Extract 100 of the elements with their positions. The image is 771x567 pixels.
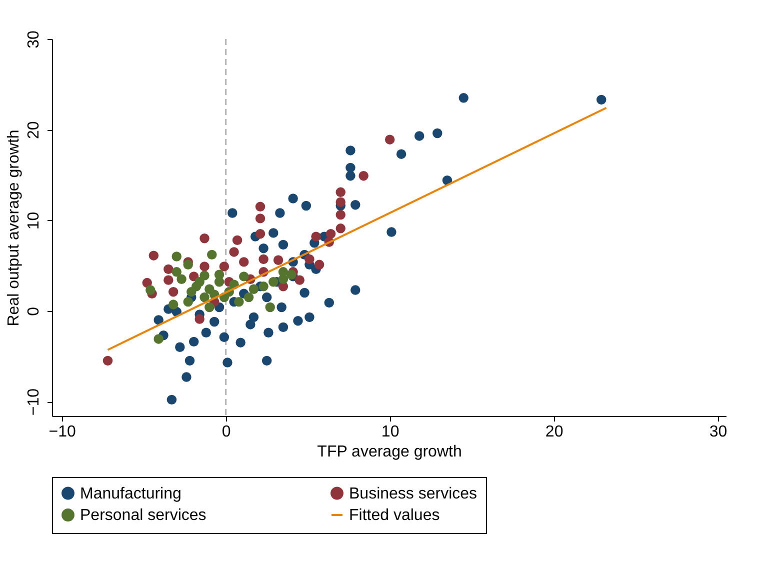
point: [172, 252, 182, 262]
point: [276, 302, 286, 312]
point: [324, 298, 334, 308]
point: [182, 372, 192, 382]
point: [255, 214, 266, 224]
point: [183, 296, 193, 307]
point: [314, 260, 324, 270]
point: [258, 282, 268, 292]
point: [102, 356, 113, 366]
point: [229, 247, 239, 257]
point: [275, 208, 285, 218]
point: [350, 285, 360, 295]
point: [336, 197, 346, 207]
point: [148, 250, 159, 260]
point: [336, 187, 346, 198]
point: [396, 149, 406, 159]
point: [300, 288, 310, 298]
point: [268, 277, 278, 287]
point: [200, 234, 210, 244]
point: [238, 257, 249, 267]
y-tick-label: 30: [26, 30, 42, 48]
point: [304, 312, 314, 322]
point: [244, 292, 254, 302]
point: [183, 260, 193, 270]
point: [201, 328, 212, 338]
point: [172, 267, 182, 277]
point: [346, 162, 356, 173]
point: [154, 334, 164, 344]
point: [258, 254, 268, 264]
point: [228, 208, 238, 218]
point: [596, 94, 606, 105]
point: [194, 277, 204, 287]
point: [326, 228, 336, 239]
point: [350, 200, 360, 210]
point: [346, 146, 356, 156]
point: [236, 338, 246, 348]
point: [336, 210, 346, 220]
point: [358, 170, 368, 181]
x-tick-label: 0: [222, 424, 231, 440]
point: [262, 292, 272, 302]
legend-label: Manufacturing: [80, 485, 182, 502]
point: [248, 312, 259, 322]
y-tick-label: 10: [26, 212, 42, 230]
x-tick-label: 30: [709, 424, 728, 440]
point: [268, 228, 278, 238]
point: [248, 284, 259, 294]
point: [234, 296, 244, 307]
point: [200, 270, 210, 280]
point: [194, 314, 204, 324]
point: [265, 302, 275, 312]
point: [278, 322, 288, 332]
point: [188, 336, 199, 347]
y-tick-label: −10: [26, 388, 42, 416]
point: [176, 274, 186, 284]
point: [142, 278, 152, 288]
point: [278, 267, 288, 277]
point: [301, 200, 312, 211]
point: [232, 235, 242, 246]
point: [288, 194, 298, 204]
point: [294, 275, 304, 285]
point: [219, 332, 230, 342]
point: [414, 131, 424, 141]
point: [238, 272, 249, 282]
point: [258, 243, 268, 254]
point: [200, 262, 210, 272]
legend-label: Business services: [349, 485, 478, 502]
point: [255, 202, 266, 212]
point: [186, 286, 196, 297]
x-tick-label: −10: [48, 424, 76, 440]
y-tick-label: 20: [26, 121, 42, 140]
point: [278, 240, 288, 250]
point: [207, 250, 217, 260]
legend-label: Fitted values: [349, 507, 440, 524]
y-axis-title: Real output average growth: [6, 130, 22, 326]
point: [293, 316, 303, 326]
point: [311, 232, 321, 242]
point: [168, 300, 178, 310]
point: [175, 342, 185, 352]
x-axis-title: TFP average growth: [317, 444, 462, 460]
point: [432, 128, 442, 138]
point: [164, 275, 174, 285]
point: [255, 228, 266, 239]
point: [384, 134, 395, 144]
point: [154, 315, 164, 325]
point: [262, 356, 272, 366]
point: [304, 254, 314, 264]
point: [146, 285, 156, 295]
point: [346, 170, 356, 181]
x-tick-label: 10: [381, 424, 400, 440]
point: [164, 264, 174, 274]
legend-label: Personal services: [80, 507, 206, 524]
point: [222, 358, 232, 368]
point: [200, 292, 210, 302]
point: [386, 227, 396, 237]
point: [209, 316, 220, 327]
point: [336, 224, 346, 234]
point: [458, 93, 468, 103]
point: [273, 255, 284, 265]
point: [204, 302, 214, 312]
point: [219, 262, 230, 272]
